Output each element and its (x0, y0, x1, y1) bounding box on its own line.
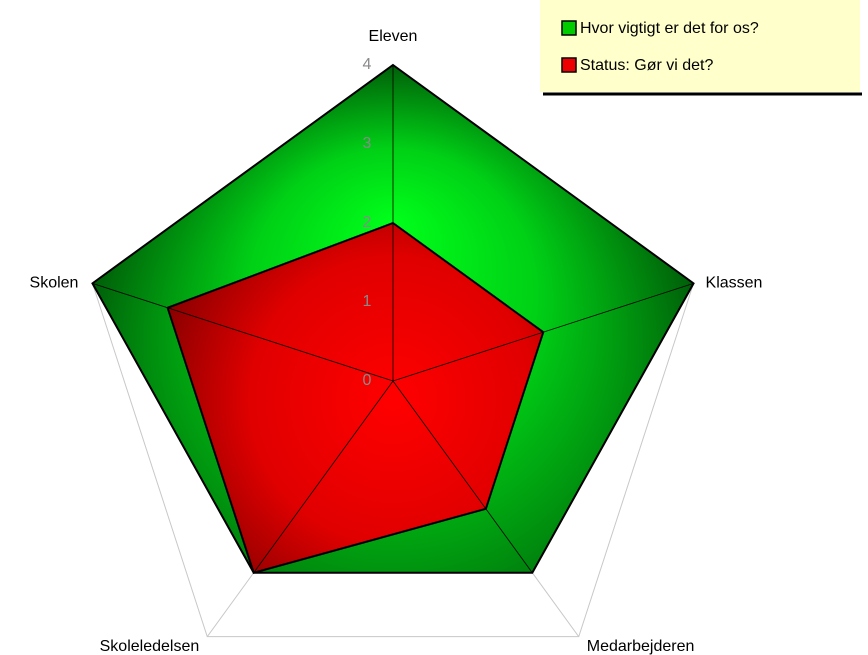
r-tick-label: 1 (363, 293, 372, 310)
series-area (166, 221, 545, 574)
axis-spoke (392, 380, 533, 573)
category-label: Klassen (706, 275, 763, 292)
r-tick-label: 0 (363, 372, 372, 389)
legend-swatch (561, 57, 577, 73)
category-label: Medarbejderen (587, 638, 695, 655)
r-tick-label: 2 (363, 214, 372, 231)
legend-label: Hvor vigtigt er det for os? (580, 20, 759, 37)
axis-spoke (392, 282, 694, 382)
r-tick-label: 4 (363, 56, 372, 73)
axis-spoke (253, 380, 394, 573)
category-label: Skolen (30, 275, 79, 292)
category-label: Eleven (369, 28, 418, 45)
legend-box (540, 0, 860, 92)
legend-swatch (561, 20, 577, 36)
axis-spoke (92, 282, 394, 382)
legend: Hvor vigtigt er det for os? Status: Gør v… (540, 0, 862, 96)
plot-area: 0 1 2 3 4 Eleven Klassen Medarbejderen Skolelede… (30, 28, 763, 655)
category-label: Skoleledelsen (100, 638, 200, 655)
legend-label: Status: Gør vi det? (580, 57, 713, 74)
r-tick-label: 3 (363, 135, 372, 152)
